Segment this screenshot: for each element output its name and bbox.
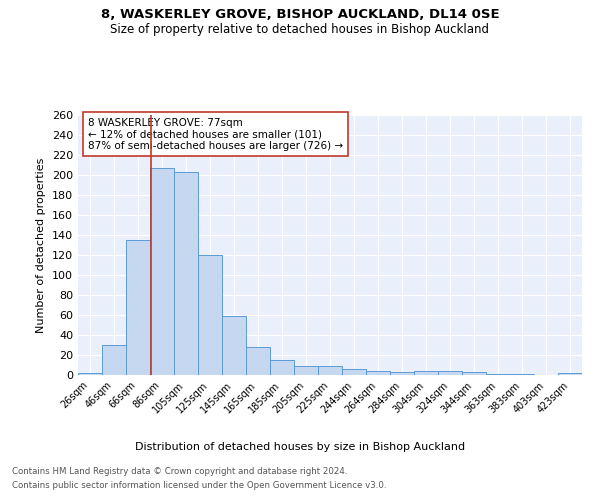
Text: Distribution of detached houses by size in Bishop Auckland: Distribution of detached houses by size … bbox=[135, 442, 465, 452]
Bar bbox=[318, 366, 342, 375]
Bar bbox=[510, 374, 534, 375]
Text: Contains HM Land Registry data © Crown copyright and database right 2024.: Contains HM Land Registry data © Crown c… bbox=[12, 468, 347, 476]
Bar bbox=[558, 373, 582, 375]
Bar bbox=[342, 369, 366, 375]
Bar bbox=[102, 345, 126, 375]
Bar bbox=[222, 316, 246, 375]
Bar bbox=[366, 371, 390, 375]
Bar bbox=[78, 373, 102, 375]
Bar bbox=[150, 168, 174, 375]
Bar bbox=[438, 371, 462, 375]
Bar bbox=[390, 372, 414, 375]
Bar bbox=[126, 240, 150, 375]
Bar bbox=[174, 172, 198, 375]
Bar bbox=[246, 347, 270, 375]
Bar bbox=[270, 360, 294, 375]
Text: 8, WASKERLEY GROVE, BISHOP AUCKLAND, DL14 0SE: 8, WASKERLEY GROVE, BISHOP AUCKLAND, DL1… bbox=[101, 8, 499, 20]
Text: Contains public sector information licensed under the Open Government Licence v3: Contains public sector information licen… bbox=[12, 481, 386, 490]
Bar bbox=[198, 255, 222, 375]
Text: 8 WASKERLEY GROVE: 77sqm
← 12% of detached houses are smaller (101)
87% of semi-: 8 WASKERLEY GROVE: 77sqm ← 12% of detach… bbox=[88, 118, 343, 151]
Bar bbox=[462, 372, 486, 375]
Text: Size of property relative to detached houses in Bishop Auckland: Size of property relative to detached ho… bbox=[110, 22, 490, 36]
Bar bbox=[414, 371, 438, 375]
Bar bbox=[486, 374, 510, 375]
Bar bbox=[294, 366, 318, 375]
Y-axis label: Number of detached properties: Number of detached properties bbox=[37, 158, 46, 332]
